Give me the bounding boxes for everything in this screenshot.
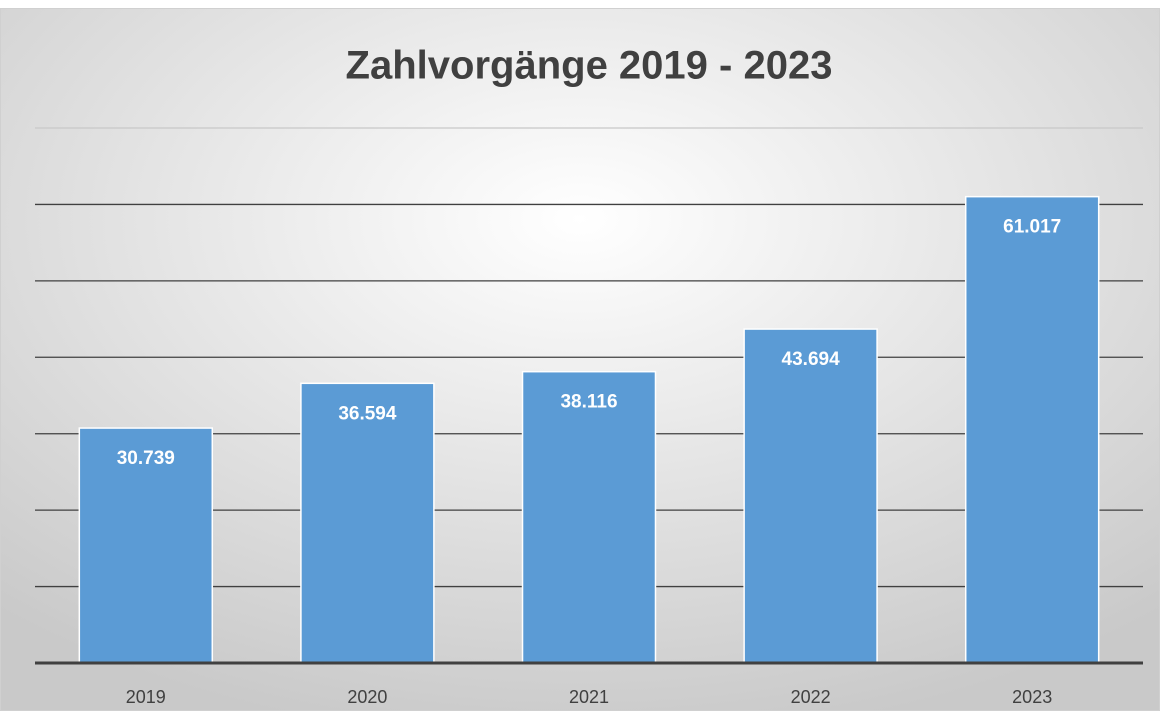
data-label: 38.116 <box>560 392 617 413</box>
x-tick-label: 2021 <box>569 687 609 707</box>
bar <box>521 370 657 664</box>
data-label: 36.594 <box>338 403 397 424</box>
chart-title: Zahlvorgänge 2019 - 2023 <box>346 44 833 88</box>
x-tick-label: 2023 <box>1012 687 1052 707</box>
data-label: 30.739 <box>117 448 175 469</box>
bar <box>743 328 878 664</box>
x-tick-label: 2022 <box>791 687 831 707</box>
bar <box>964 195 1100 664</box>
x-tick-label: 2019 <box>126 687 166 707</box>
data-label: 61.017 <box>1003 217 1061 238</box>
bar <box>78 427 214 664</box>
x-tick-label: 2020 <box>347 687 387 707</box>
bar <box>300 382 435 664</box>
data-label: 43.694 <box>782 349 841 370</box>
